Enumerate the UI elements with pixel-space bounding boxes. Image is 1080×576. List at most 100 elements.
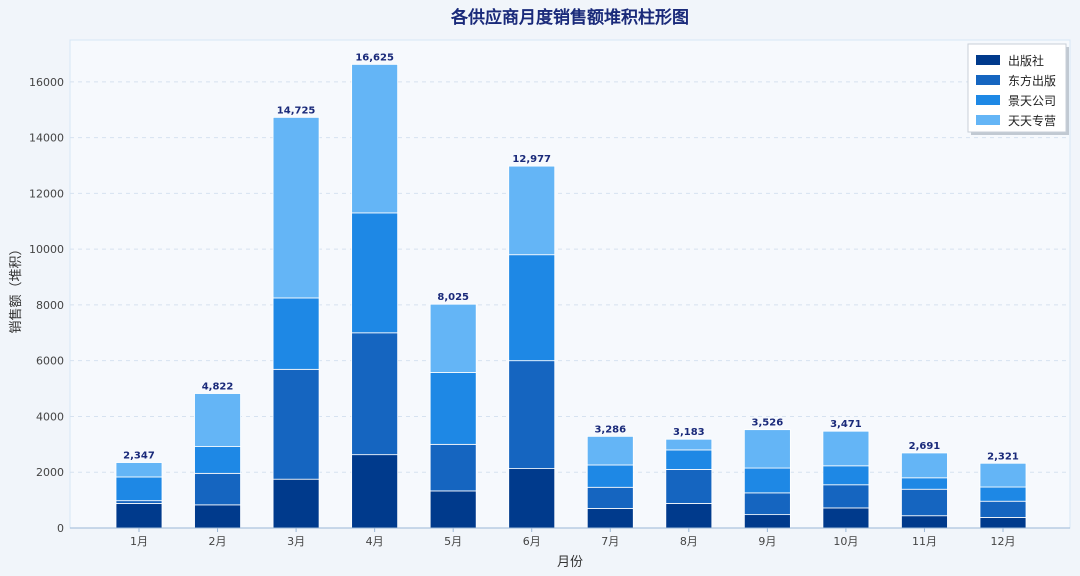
bar-segment-2 xyxy=(586,486,634,509)
total-label: 2,691 xyxy=(909,441,941,452)
bar-segment-4 xyxy=(351,64,399,214)
x-tick-labels: 1月 2月 3月 4月 5月 6月 7月 8月 9月 10月 11月 12月 xyxy=(130,528,1016,548)
bar-segment-3 xyxy=(115,476,163,502)
y-tick-label: 2000 xyxy=(36,466,64,479)
bar-segment-2 xyxy=(665,469,713,504)
y-tick-label: 0 xyxy=(57,522,64,535)
total-label: 4,822 xyxy=(202,382,234,393)
total-label: 14,725 xyxy=(277,105,316,116)
total-label: 3,286 xyxy=(594,424,626,435)
bar-segment-1 xyxy=(822,507,870,529)
legend-swatch xyxy=(976,55,1000,65)
bar-segment-1 xyxy=(194,504,241,529)
total-label: 2,347 xyxy=(123,451,155,462)
chart-title: 各供应商月度销售额堆积柱形图 xyxy=(450,7,689,28)
total-label: 3,471 xyxy=(830,419,862,430)
legend-swatch xyxy=(976,75,1000,85)
y-tick-label: 12000 xyxy=(29,187,64,200)
bar-segment-1 xyxy=(901,515,948,529)
bar-segment-2 xyxy=(429,443,477,492)
total-label: 3,526 xyxy=(752,418,784,429)
bars-group xyxy=(115,64,1027,529)
y-tick-labels: 0 2000 4000 6000 8000 10000 12000 14000 16000 xyxy=(29,76,64,535)
bar-segment-2 xyxy=(508,360,556,470)
total-label: 2,321 xyxy=(987,451,1019,462)
bar-segment-4 xyxy=(743,429,791,469)
y-axis-label: 销售额（堆积） xyxy=(8,242,24,333)
bar-segment-1 xyxy=(115,503,163,529)
y-tick-label: 4000 xyxy=(36,410,64,423)
x-tick-label: 3月 xyxy=(287,535,305,548)
bar-segment-3 xyxy=(508,254,556,362)
y-tick-label: 16000 xyxy=(29,76,64,89)
legend-label: 天天专营 xyxy=(1008,113,1056,128)
total-label: 8,025 xyxy=(437,292,469,303)
x-tick-label: 8月 xyxy=(680,535,698,548)
bar-segment-4 xyxy=(586,435,634,466)
bar-segment-3 xyxy=(429,371,477,445)
total-label: 3,183 xyxy=(673,427,705,438)
bar-segment-4 xyxy=(194,393,241,447)
legend-swatch xyxy=(976,115,1000,125)
grid-lines xyxy=(70,81,1070,473)
x-tick-label: 12月 xyxy=(991,535,1016,548)
bar-segment-3 xyxy=(272,297,320,370)
legend-label: 东方出版 xyxy=(1008,73,1056,88)
bar-segment-1 xyxy=(586,508,634,529)
bar-segment-3 xyxy=(351,212,399,334)
total-label: 12,977 xyxy=(512,154,551,165)
legend-label: 出版社 xyxy=(1008,53,1044,68)
x-tick-label: 5月 xyxy=(444,535,462,548)
bar-segment-2 xyxy=(901,488,948,517)
bar-segment-1 xyxy=(665,503,713,529)
y-tick-label: 14000 xyxy=(29,132,64,145)
bar-segment-1 xyxy=(429,490,477,529)
bar-segment-4 xyxy=(429,303,477,373)
bar-segment-3 xyxy=(194,446,241,474)
bar-segment-3 xyxy=(586,464,634,488)
x-tick-label: 1月 xyxy=(130,535,148,548)
bar-segment-1 xyxy=(508,468,556,529)
legend-label: 景天公司 xyxy=(1008,94,1056,108)
bar-segment-4 xyxy=(115,462,163,478)
total-labels: 2,347 4,822 14,725 16,625 8,025 12,977 3,286 3,… xyxy=(123,52,1019,462)
legend-swatch xyxy=(976,95,1000,105)
bar-segment-4 xyxy=(665,438,713,451)
x-tick-label: 11月 xyxy=(912,535,937,548)
bar-segment-4 xyxy=(822,430,870,467)
x-tick-label: 9月 xyxy=(758,535,776,548)
bar-segment-4 xyxy=(901,452,948,479)
y-tick-label: 8000 xyxy=(36,299,64,312)
y-tick-label: 6000 xyxy=(36,355,64,368)
bar-segment-4 xyxy=(979,462,1027,488)
bar-segment-2 xyxy=(115,500,163,504)
bar-segment-2 xyxy=(194,472,241,506)
x-tick-label: 10月 xyxy=(833,535,858,548)
bar-segment-2 xyxy=(979,500,1027,518)
bar-segment-2 xyxy=(743,492,791,516)
bar-segment-2 xyxy=(351,332,399,456)
bar-segment-3 xyxy=(743,467,791,494)
bar-segment-1 xyxy=(979,517,1027,529)
bar-segment-4 xyxy=(272,116,320,299)
bar-segment-4 xyxy=(508,165,556,256)
x-tick-label: 7月 xyxy=(601,535,619,548)
bar-segment-3 xyxy=(822,465,870,486)
bar-segment-1 xyxy=(272,478,320,529)
x-axis-label: 月份 xyxy=(557,555,583,570)
total-label: 16,625 xyxy=(355,52,394,63)
x-tick-label: 4月 xyxy=(366,535,384,548)
x-tick-label: 2月 xyxy=(209,535,227,548)
bar-segment-3 xyxy=(979,486,1027,502)
y-tick-label: 10000 xyxy=(29,243,64,256)
bar-segment-1 xyxy=(351,454,399,529)
x-tick-label: 6月 xyxy=(523,535,541,548)
bar-segment-2 xyxy=(272,368,320,480)
bar-segment-3 xyxy=(901,477,948,490)
bar-segment-2 xyxy=(822,484,870,509)
bar-segment-1 xyxy=(743,514,791,529)
bar-segment-3 xyxy=(665,449,713,470)
